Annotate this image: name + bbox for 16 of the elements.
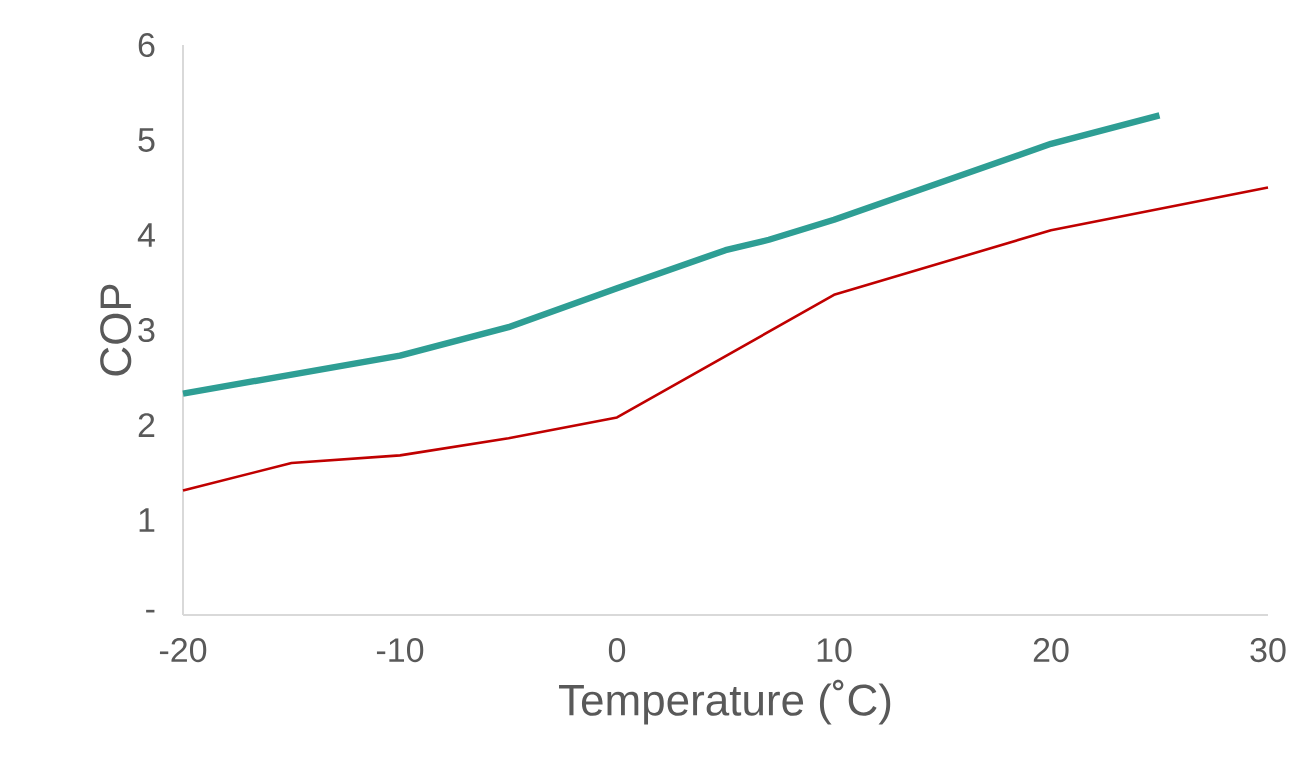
x-tick-label: -10	[376, 638, 424, 663]
x-axis-title: Temperature (˚C)	[559, 679, 891, 725]
y-tick-label: 5	[138, 128, 155, 152]
x-tick-label: 20	[1033, 638, 1069, 663]
x-tick-label: -20	[159, 638, 207, 663]
y-tick-label: 2	[138, 413, 155, 437]
y-tick-label: 4	[137, 223, 155, 247]
y-axis-title: COP	[100, 284, 132, 376]
y-tick-label: -	[146, 609, 155, 613]
x-tick-label: 10	[817, 638, 852, 663]
y-tick-label: 6	[138, 32, 155, 58]
x-tick-label: 0	[608, 638, 626, 663]
line-series	[181, 186, 1270, 492]
x-tick-label: 30	[1250, 638, 1286, 663]
y-tick-label: 1	[139, 508, 155, 532]
y-tick-label: 3	[138, 317, 155, 343]
